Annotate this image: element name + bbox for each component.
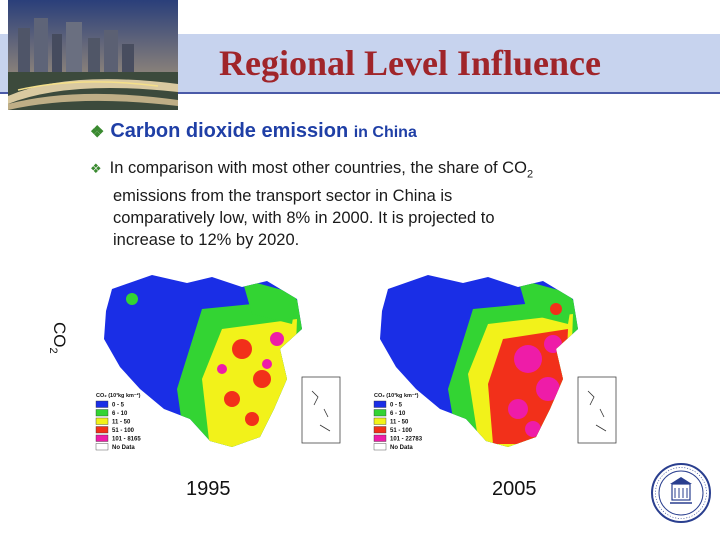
- side-label-main: CO: [50, 322, 69, 348]
- legend-1995: CO₂ (10³kg km⁻²) 0 - 5 6 - 10 11 - 50 51 - …: [95, 392, 141, 451]
- legend-2005: CO₂ (10³kg km⁻²) 0 - 5 6 - 10 11 - 50 51 - …: [373, 392, 423, 451]
- legend-title: CO₂ (10³kg km⁻²): [374, 392, 419, 399]
- svg-text:CO2: CO2: [50, 322, 69, 354]
- body-line-1: In comparison with most other countries,…: [109, 159, 527, 177]
- diamond-bullet-icon: ❖: [90, 161, 102, 176]
- legend-title: CO₂ (10³kg km⁻²): [96, 392, 141, 399]
- section-subtitle: ❖ Carbon dioxide emission in China: [90, 120, 417, 143]
- legend-swatch: [373, 426, 387, 434]
- side-label-sub: 2: [50, 348, 59, 354]
- legend-label: No Data: [112, 445, 135, 451]
- legend-swatch: [95, 443, 109, 451]
- diamond-bullet-icon: ❖: [90, 124, 105, 141]
- legend-label: 11 - 50: [112, 420, 131, 426]
- legend-swatch: [95, 434, 109, 442]
- body-line-3: comparatively low, with 8% in 2000. It i…: [113, 209, 495, 228]
- legend-label: 6 - 10: [390, 411, 406, 417]
- university-seal-icon: [651, 463, 711, 523]
- body-line-4: increase to 12% by 2020.: [113, 231, 300, 250]
- legend-swatch: [95, 409, 109, 417]
- legend-label: 0 - 5: [112, 403, 125, 409]
- legend-swatch: [373, 417, 387, 425]
- legend-swatch: [373, 443, 387, 451]
- co2-side-label: CO2: [50, 322, 69, 354]
- legend-label: 51 - 100: [390, 428, 413, 434]
- body-line-2: emissions from the transport sector in C…: [113, 187, 453, 206]
- legend-label: 101 - 8165: [112, 437, 141, 443]
- legend-label: No Data: [390, 445, 413, 451]
- legend-swatch: [95, 417, 109, 425]
- page-title: Regional Level Influence: [219, 43, 601, 83]
- year-label-1995: 1995: [186, 478, 231, 500]
- legend-swatch: [373, 409, 387, 417]
- year-label-2005: 2005: [492, 478, 537, 500]
- legend-label: 51 - 100: [112, 428, 135, 434]
- legend-swatch: [373, 434, 387, 442]
- legend-label: 101 - 22783: [390, 437, 423, 443]
- legend-label: 0 - 5: [390, 403, 403, 409]
- city-highway-photo: [8, 0, 178, 110]
- emission-maps: CO₂ (10³kg km⁻²) 0 - 5 6 - 10 11 - 50 51 - …: [92, 265, 632, 457]
- co2-subscript: 2: [526, 168, 534, 181]
- legend-swatch: [373, 400, 387, 408]
- legend-label: 6 - 10: [112, 411, 128, 417]
- body-paragraph: ❖ In comparison with most other countries…: [90, 157, 650, 251]
- legend-label: 11 - 50: [390, 420, 409, 426]
- subtitle-main: Carbon dioxide emission: [110, 120, 349, 142]
- legend-swatch: [95, 400, 109, 408]
- subtitle-suffix: in China: [353, 124, 417, 141]
- header-rule: [0, 92, 720, 94]
- legend-swatch: [95, 426, 109, 434]
